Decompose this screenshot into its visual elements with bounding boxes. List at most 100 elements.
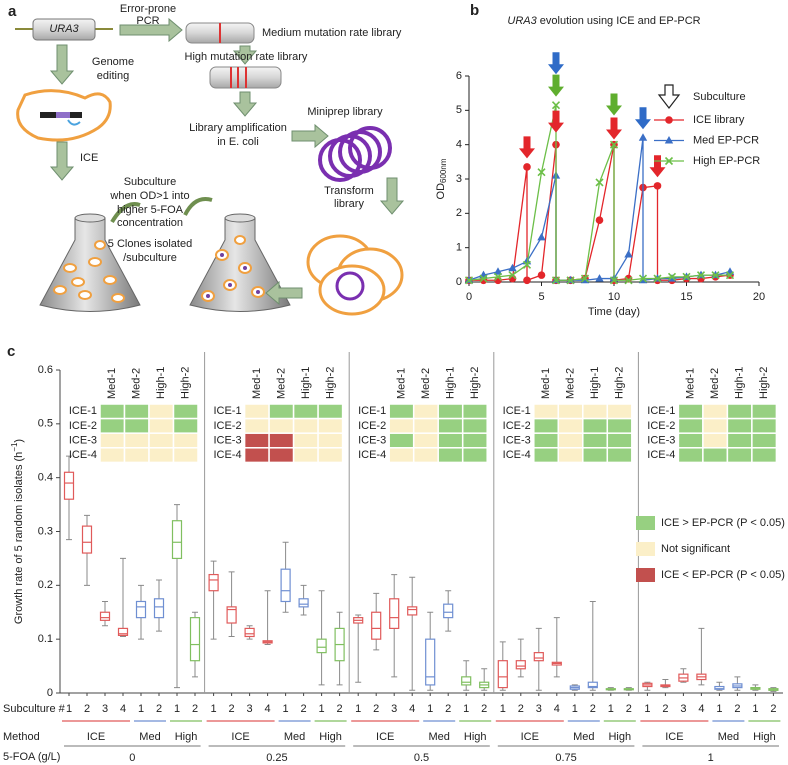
flow-arrow — [49, 141, 75, 181]
box — [587, 681, 598, 689]
subculture-label: 1 — [174, 703, 180, 715]
heatmap-cell — [702, 447, 729, 464]
method-label: ICE — [376, 731, 394, 743]
point — [522, 260, 532, 269]
legend-label: ICE library — [693, 114, 745, 126]
point — [667, 272, 677, 281]
point — [664, 136, 674, 144]
point — [508, 263, 517, 272]
point — [725, 271, 735, 280]
panel-label: c — [7, 343, 15, 360]
flow-arrow — [232, 91, 258, 117]
legend-label: ICE < EP-PCR (P < 0.05) — [661, 569, 785, 581]
heatmap-cell — [606, 403, 633, 420]
chart-title: URA3 evolution using ICE and EP-PCR — [507, 15, 700, 27]
subculture-arrow — [635, 107, 651, 130]
foa-label: 1 — [708, 752, 714, 764]
heatmap-col-label: High-1 — [734, 367, 746, 399]
diagram-label: Library amplification — [189, 122, 287, 134]
point — [493, 272, 503, 281]
whisker — [517, 638, 524, 678]
x-tick-label: 10 — [608, 291, 620, 303]
point — [595, 216, 604, 224]
box — [208, 573, 219, 592]
heatmap-cell — [582, 432, 609, 449]
subculture-label: 1 — [644, 703, 650, 715]
subculture-label: 3 — [102, 703, 108, 715]
heatmap-cell — [461, 447, 488, 464]
whisker — [355, 614, 362, 683]
heatmap-row-label: ICE-1 — [213, 405, 241, 417]
y-tick-label: 0.4 — [38, 472, 53, 484]
heatmap-col-label: Med-2 — [709, 368, 721, 399]
panel-label: b — [470, 2, 479, 19]
heatmap-cell — [702, 403, 729, 420]
heatmap-cell — [677, 403, 704, 420]
subculture-label: 3 — [536, 703, 542, 715]
whisker — [409, 576, 416, 691]
whisker — [463, 660, 470, 691]
subculture-label: 2 — [192, 703, 198, 715]
x-tick-label: 20 — [753, 291, 765, 303]
heatmap-cell — [292, 417, 319, 434]
y-axis-label: Growth rate of 5 random isolates (h−1) — [10, 439, 25, 624]
heatmap-row-label: ICE-1 — [69, 405, 97, 417]
heatmap-cell — [606, 447, 633, 464]
heatmap-cell — [677, 417, 704, 434]
heatmap-cell — [533, 403, 560, 420]
diagram-label: when OD>1 into — [109, 190, 189, 202]
point — [551, 101, 561, 110]
diagram-label: PCR — [136, 15, 159, 27]
box — [407, 606, 418, 616]
whisker — [210, 560, 217, 640]
heatmap-row-label: ICE-4 — [358, 449, 386, 461]
subculture-label: 1 — [66, 703, 72, 715]
subculture-label: 4 — [120, 703, 126, 715]
subculture-label: 3 — [680, 703, 686, 715]
subculture-label: 2 — [734, 703, 740, 715]
heatmap-cell — [99, 447, 126, 464]
point — [696, 271, 706, 280]
heatmap-cell — [437, 417, 464, 434]
heatmap-cell — [268, 432, 295, 449]
construct-arrow — [67, 119, 81, 126]
method-label: High — [175, 731, 198, 743]
y-tick-label: 0.3 — [38, 525, 53, 537]
y-tick-label: 0.6 — [38, 364, 53, 376]
method-label: Med — [139, 731, 160, 743]
label-part: OD — [435, 183, 447, 200]
heatmap-cell — [412, 432, 439, 449]
heatmap-cell — [461, 403, 488, 420]
subculture-label: 2 — [337, 703, 343, 715]
flow-arrow — [49, 44, 75, 85]
subculture-label: 4 — [409, 703, 415, 715]
heatmap-cell — [243, 417, 270, 434]
flow-arrow — [379, 177, 405, 215]
heatmap-cell — [172, 403, 199, 420]
legend-label: Not significant — [661, 543, 730, 555]
series-line — [468, 137, 731, 282]
heatmap-col-label: High-2 — [324, 367, 336, 399]
heatmap-cell — [123, 447, 150, 464]
heatmap-row-label: ICE-3 — [503, 434, 531, 446]
title-part: URA3 — [507, 15, 537, 27]
heatmap-row-label: ICE-3 — [647, 434, 675, 446]
heatmap-col-label: High-1 — [589, 367, 601, 399]
flask-cells — [53, 235, 265, 303]
subculture-label: 4 — [698, 703, 704, 715]
heatmap-col-label: Med-2 — [275, 368, 287, 399]
heatmap-col-label: High-1 — [155, 367, 167, 399]
heatmap-cell — [172, 432, 199, 449]
point — [580, 274, 590, 283]
heatmap-col-label: High-2 — [758, 367, 770, 399]
heatmap-col-label: Med-1 — [106, 368, 118, 399]
legend-label: High EP-PCR — [693, 155, 760, 167]
heatmap-cell — [388, 447, 415, 464]
diagram-label: Error-prone — [120, 3, 176, 15]
heatmap-cell — [99, 432, 126, 449]
heatmap-cell — [557, 432, 584, 449]
x-axis-label: Time (day) — [588, 306, 640, 318]
heatmap-row-label: ICE-4 — [69, 449, 97, 461]
label-part: Growth rate of 5 random isolates (h — [13, 452, 25, 624]
subculture-label: 2 — [662, 703, 668, 715]
